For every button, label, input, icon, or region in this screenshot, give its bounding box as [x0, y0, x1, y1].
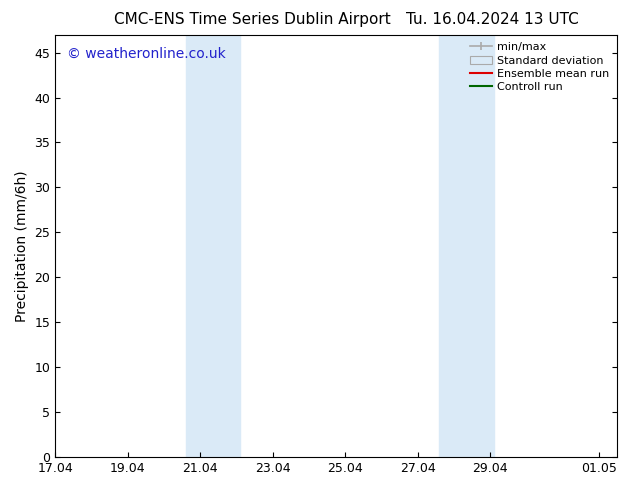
Legend: min/max, Standard deviation, Ensemble mean run, Controll run: min/max, Standard deviation, Ensemble me…: [468, 40, 611, 95]
Bar: [439, 35, 494, 457]
Text: CMC-ENS Time Series Dublin Airport: CMC-ENS Time Series Dublin Airport: [114, 12, 391, 27]
Y-axis label: Precipitation (mm/6h): Precipitation (mm/6h): [15, 170, 29, 321]
Bar: [186, 35, 240, 457]
Text: Tu. 16.04.2024 13 UTC: Tu. 16.04.2024 13 UTC: [406, 12, 578, 27]
Text: © weatheronline.co.uk: © weatheronline.co.uk: [67, 47, 225, 61]
